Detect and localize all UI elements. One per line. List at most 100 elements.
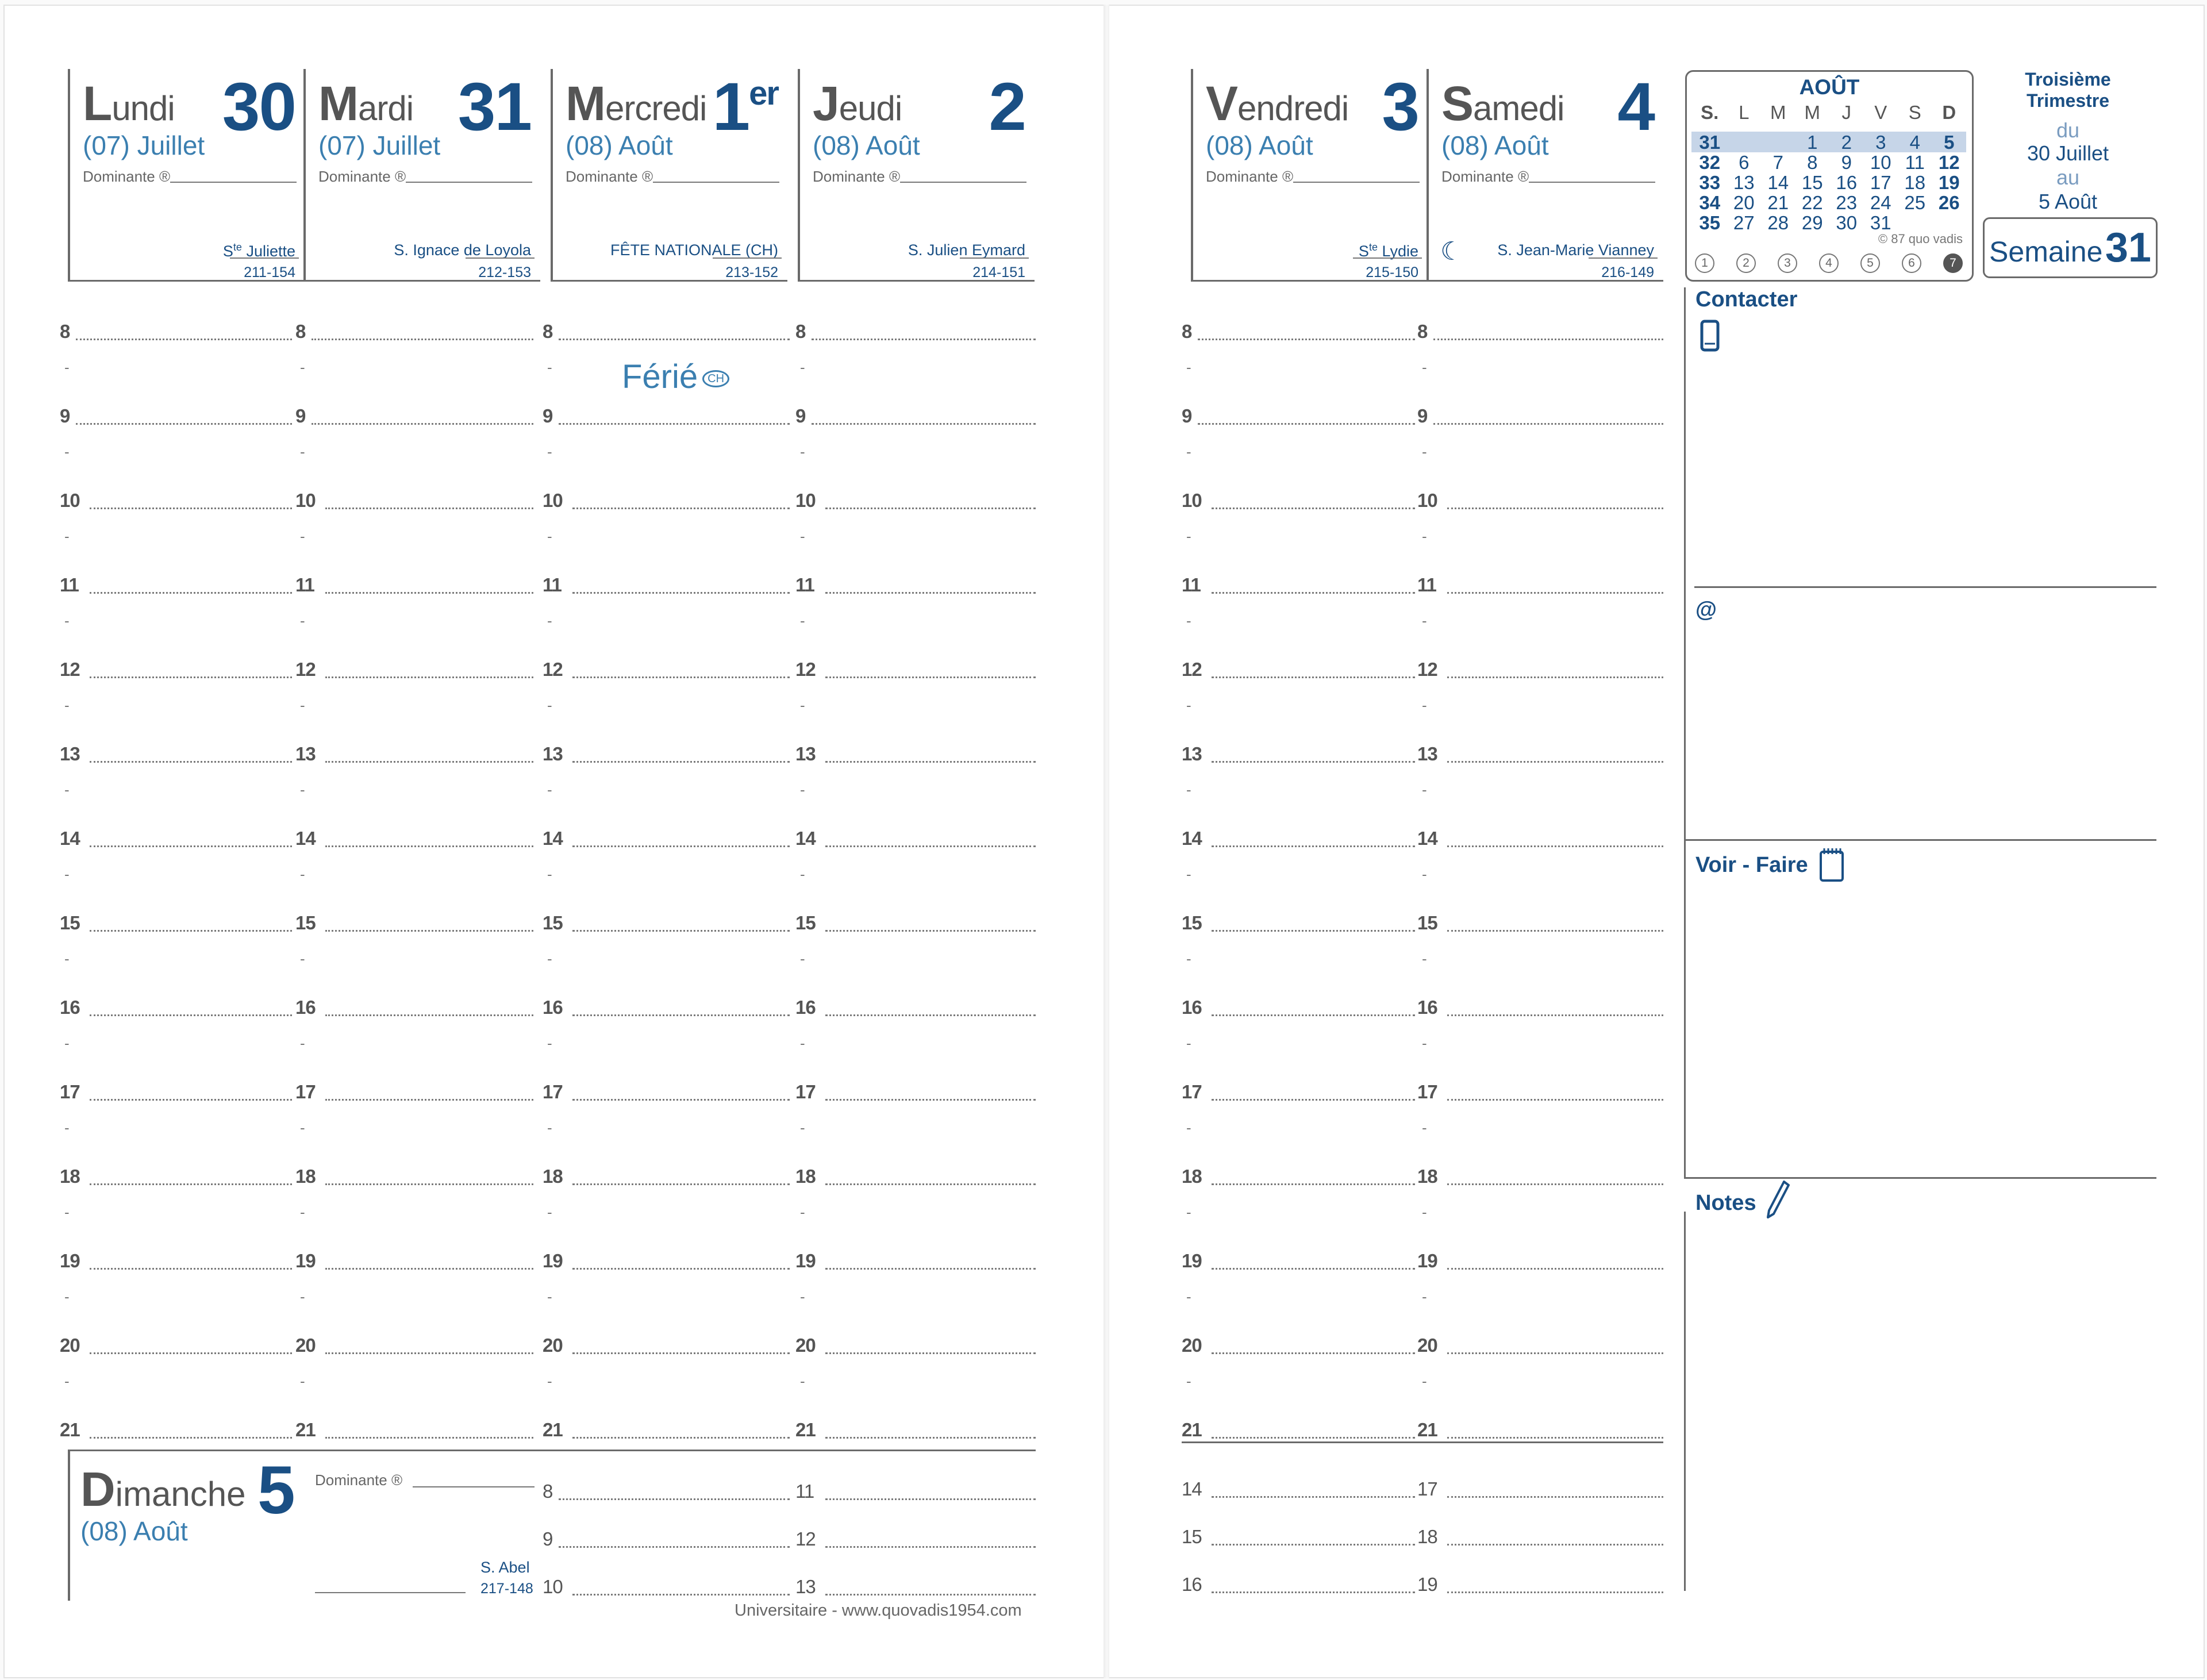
hour-row[interactable]: 14 [1417, 826, 1663, 849]
extra-hour-row[interactable]: 14 [1182, 1477, 1415, 1500]
calendar-day-cell[interactable]: 16 [1836, 172, 1858, 193]
calendar-day-cell[interactable]: 20 [1733, 192, 1755, 213]
hour-row[interactable]: 17 [543, 1080, 790, 1103]
calendar-day-cell[interactable]: 17 [1870, 172, 1891, 193]
calendar-day-cell[interactable]: 27 [1733, 212, 1755, 233]
hour-row[interactable]: 9 [295, 404, 533, 427]
hour-row[interactable]: 14 [60, 826, 292, 849]
hour-row[interactable]: 9 [795, 404, 1036, 427]
calendar-day-cell[interactable]: 30 [1836, 212, 1858, 233]
hour-row[interactable]: 20 [1417, 1333, 1663, 1356]
calendar-day-cell[interactable]: 6 [1739, 152, 1750, 173]
hour-row[interactable]: 11 [1417, 573, 1663, 596]
hour-row[interactable]: 11 [543, 573, 790, 596]
hour-row[interactable]: 9 [1182, 404, 1415, 427]
hour-row[interactable]: 8 [1417, 320, 1663, 343]
hour-row[interactable]: 12 [60, 658, 292, 681]
calendar-day-cell[interactable]: 18 [1904, 172, 1926, 193]
hour-row[interactable]: 12 [543, 658, 790, 681]
hour-row[interactable]: 10 [1182, 489, 1415, 512]
sunday-hour-row[interactable]: 12 [795, 1527, 1036, 1550]
hour-row[interactable]: 17 [295, 1080, 533, 1103]
hour-row[interactable]: 17 [1182, 1080, 1415, 1103]
sunday-hour-row[interactable]: 8 [543, 1479, 790, 1502]
hour-row[interactable]: 19 [543, 1249, 790, 1272]
hour-row[interactable]: 10 [1417, 489, 1663, 512]
hour-row[interactable]: 11 [1182, 573, 1415, 596]
weekday-circle[interactable]: 3 [1778, 253, 1797, 273]
weekday-circle[interactable]: 1 [1695, 253, 1714, 273]
extra-hour-row[interactable]: 19 [1417, 1573, 1663, 1596]
calendar-day-cell[interactable]: 28 [1767, 212, 1789, 233]
hour-row[interactable]: 13 [543, 742, 790, 765]
weekday-circle[interactable]: 2 [1736, 253, 1756, 273]
hour-row[interactable]: 18 [60, 1164, 292, 1187]
calendar-day-cell[interactable]: 11 [1905, 152, 1925, 173]
hour-row[interactable]: 16 [295, 995, 533, 1018]
hour-row[interactable]: 16 [543, 995, 790, 1018]
calendar-day-cell[interactable]: 25 [1904, 192, 1926, 213]
hour-row[interactable]: 19 [60, 1249, 292, 1272]
sunday-hour-row[interactable]: 9 [543, 1527, 790, 1550]
weekday-circle[interactable]: 7 [1943, 253, 1963, 273]
sunday-hour-row[interactable]: 13 [795, 1575, 1036, 1598]
hour-row[interactable]: 18 [1182, 1164, 1415, 1187]
hour-row[interactable]: 10 [295, 489, 533, 512]
calendar-day-cell[interactable]: 3 [1875, 132, 1886, 153]
hour-row[interactable]: 10 [543, 489, 790, 512]
hour-row[interactable]: 14 [543, 826, 790, 849]
calendar-day-cell[interactable]: 24 [1870, 192, 1891, 213]
hour-row[interactable]: 21 [1417, 1418, 1663, 1441]
extra-hour-row[interactable]: 18 [1417, 1525, 1663, 1548]
hour-row[interactable]: 20 [60, 1333, 292, 1356]
hour-row[interactable]: 9 [60, 404, 292, 427]
calendar-day-cell[interactable]: 22 [1801, 192, 1823, 213]
calendar-day-cell[interactable]: 13 [1733, 172, 1755, 193]
calendar-day-cell[interactable]: 9 [1841, 152, 1852, 173]
hour-row[interactable]: 19 [1182, 1249, 1415, 1272]
weekday-circle[interactable]: 5 [1860, 253, 1880, 273]
hour-row[interactable]: 17 [795, 1080, 1036, 1103]
hour-row[interactable]: 21 [1182, 1418, 1415, 1441]
hour-row[interactable]: 8 [1182, 320, 1415, 343]
calendar-day-cell[interactable]: 4 [1909, 132, 1920, 153]
hour-row[interactable]: 12 [295, 658, 533, 681]
hour-row[interactable]: 18 [795, 1164, 1036, 1187]
calendar-day-cell[interactable]: 1 [1807, 132, 1818, 153]
hour-row[interactable]: 15 [543, 911, 790, 934]
calendar-day-cell[interactable]: 15 [1801, 172, 1823, 193]
calendar-day-cell[interactable]: 12 [1938, 152, 1960, 173]
hour-row[interactable]: 19 [295, 1249, 533, 1272]
hour-row[interactable]: 14 [795, 826, 1036, 849]
hour-row[interactable]: 20 [795, 1333, 1036, 1356]
calendar-day-cell[interactable]: 7 [1772, 152, 1783, 173]
hour-row[interactable]: 13 [1182, 742, 1415, 765]
hour-row[interactable]: 14 [1182, 826, 1415, 849]
hour-row[interactable]: 13 [795, 742, 1036, 765]
sunday-hour-row[interactable]: 10 [543, 1575, 790, 1598]
hour-row[interactable]: 16 [60, 995, 292, 1018]
hour-row[interactable]: 8 [295, 320, 533, 343]
hour-row[interactable]: 20 [1182, 1333, 1415, 1356]
hour-row[interactable]: 15 [1182, 911, 1415, 934]
hour-row[interactable]: 16 [1182, 995, 1415, 1018]
hour-row[interactable]: 18 [1417, 1164, 1663, 1187]
calendar-day-cell[interactable]: 31 [1870, 212, 1891, 233]
hour-row[interactable]: 19 [795, 1249, 1036, 1272]
hour-row[interactable]: 21 [60, 1418, 292, 1441]
hour-row[interactable]: 19 [1417, 1249, 1663, 1272]
weekday-circle[interactable]: 4 [1819, 253, 1839, 273]
hour-row[interactable]: 17 [60, 1080, 292, 1103]
hour-row[interactable]: 20 [543, 1333, 790, 1356]
calendar-day-cell[interactable]: 19 [1938, 172, 1960, 193]
hour-row[interactable]: 12 [1182, 658, 1415, 681]
calendar-day-cell[interactable]: 5 [1944, 132, 1955, 153]
hour-row[interactable]: 12 [795, 658, 1036, 681]
hour-row[interactable]: 21 [543, 1418, 790, 1441]
hour-row[interactable]: 13 [1417, 742, 1663, 765]
hour-row[interactable]: 11 [295, 573, 533, 596]
hour-row[interactable]: 9 [543, 404, 790, 427]
calendar-day-cell[interactable]: 8 [1807, 152, 1818, 173]
calendar-day-cell[interactable]: 26 [1938, 192, 1960, 213]
hour-row[interactable]: 18 [543, 1164, 790, 1187]
